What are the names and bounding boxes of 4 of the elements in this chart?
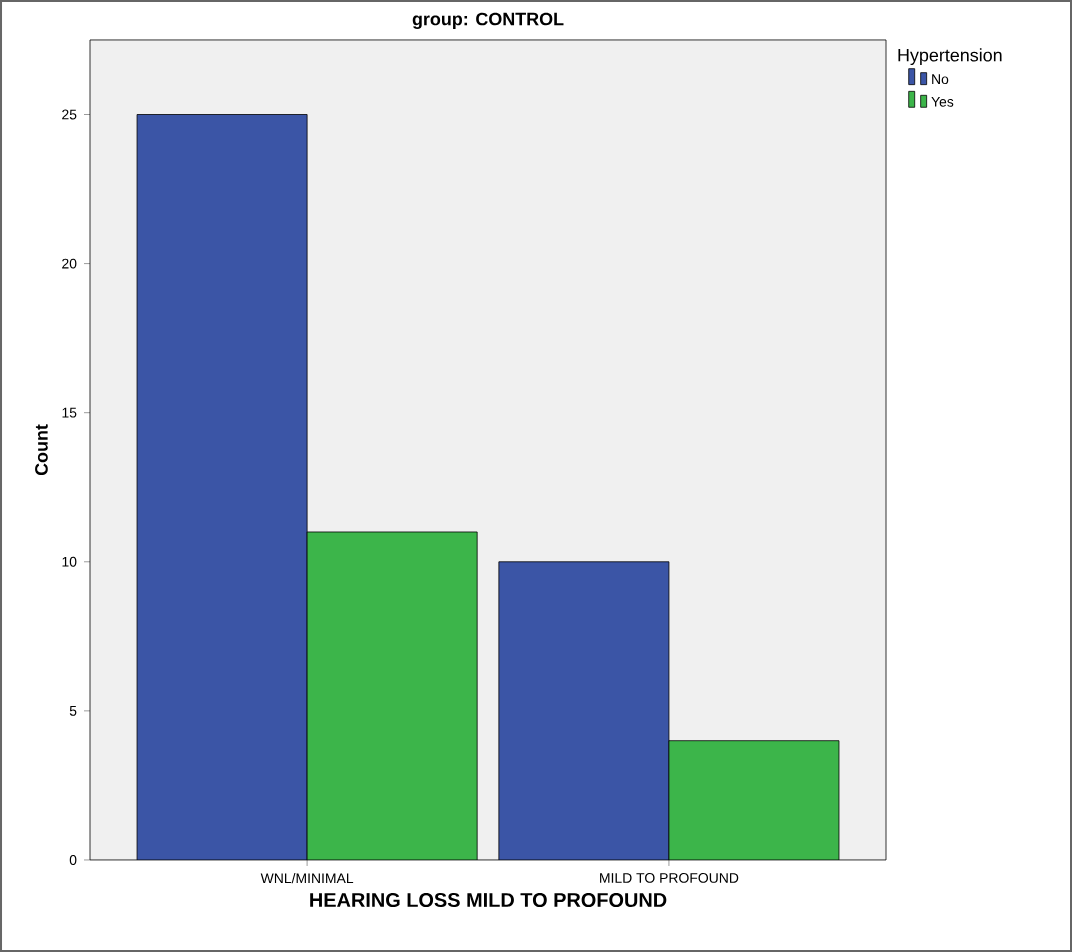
x-axis-title: HEARING LOSS MILD TO PROFOUND: [310, 892, 667, 908]
y-axis-title: Count: [35, 424, 48, 476]
chart-title: group: CONTROL: [412, 12, 564, 29]
legend-title: Hypertension: [898, 48, 1002, 66]
